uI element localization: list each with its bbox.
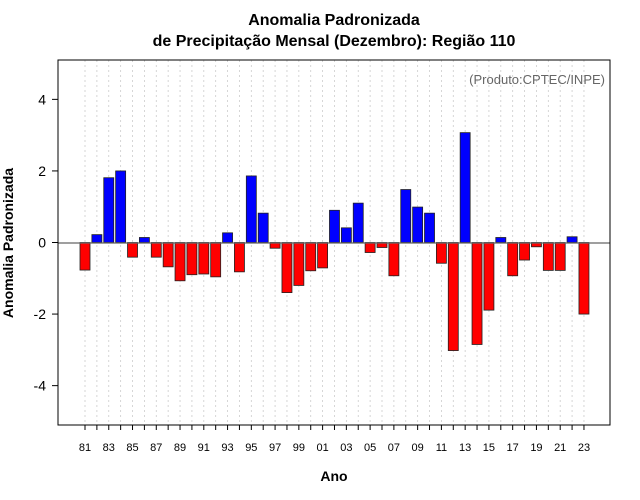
x-tick-label: 83 xyxy=(103,442,115,454)
bar-93 xyxy=(222,232,233,243)
chart-subtitle: de Precipitação Mensal (Dezembro): Regiã… xyxy=(153,33,516,50)
y-axis-label: Anomalia Padronizada xyxy=(0,168,16,318)
x-tick-label: 09 xyxy=(412,442,424,454)
bar-84 xyxy=(115,170,127,243)
y-tick-label: 0 xyxy=(38,235,46,251)
bar-01 xyxy=(317,242,329,269)
bar-09 xyxy=(412,206,424,243)
x-tick-label: 17 xyxy=(507,442,519,454)
bar-04 xyxy=(352,202,364,243)
bar-16 xyxy=(495,237,507,243)
bar-92 xyxy=(210,242,222,278)
x-tick-label: 15 xyxy=(483,442,495,454)
bar-15 xyxy=(483,242,495,311)
bar-82 xyxy=(91,234,103,243)
x-tick-label: 97 xyxy=(269,442,281,454)
bars xyxy=(79,132,590,351)
x-tick-label: 21 xyxy=(554,442,566,454)
bar-03 xyxy=(340,227,352,243)
bar-05 xyxy=(364,242,376,253)
bar-95 xyxy=(245,175,257,243)
x-tick-label: 87 xyxy=(150,442,162,454)
bar-07 xyxy=(388,242,400,277)
bar-21 xyxy=(554,242,566,271)
bar-02 xyxy=(329,209,340,243)
bar-20 xyxy=(542,242,554,271)
bar-86 xyxy=(138,237,150,243)
x-tick-label: 03 xyxy=(340,442,352,454)
y-tick-label: -2 xyxy=(34,306,47,322)
bar-14 xyxy=(471,242,483,345)
grid xyxy=(84,60,585,425)
x-tick-label: 91 xyxy=(198,442,210,454)
x-tick-label: 89 xyxy=(174,442,186,454)
x-tick-label: 13 xyxy=(459,442,471,454)
bar-96 xyxy=(257,212,269,243)
x-axis-label: Ano xyxy=(320,468,347,484)
bar-17 xyxy=(507,242,519,277)
bar-90 xyxy=(186,242,198,276)
bar-89 xyxy=(174,242,186,282)
bar-18 xyxy=(519,242,530,261)
x-tick-label: 81 xyxy=(79,442,91,454)
bar-13 xyxy=(459,132,471,243)
bar-23 xyxy=(578,242,590,315)
x-tick-label: 11 xyxy=(436,442,447,454)
y-tick-label: 4 xyxy=(38,91,46,107)
x-tick-label: 23 xyxy=(578,442,590,454)
y-tick-label: 2 xyxy=(38,163,46,179)
x-axis: 81 83 85 87 89 91 93 95 97 99 01 03 05 07 09 11 13 15 17 19… xyxy=(79,425,590,454)
bar-08 xyxy=(400,189,412,243)
source-annotation: (Produto:CPTEC/INPE) xyxy=(469,72,605,87)
bar-87 xyxy=(150,242,162,258)
y-tick-label: -4 xyxy=(34,378,47,394)
bar-94 xyxy=(234,242,245,273)
chart-title: Anomalia Padronizada xyxy=(248,12,420,29)
x-tick-label: 19 xyxy=(530,442,542,454)
bar-10 xyxy=(424,212,435,243)
bar-85 xyxy=(127,242,138,258)
x-tick-label: 01 xyxy=(316,442,328,454)
x-tick-label: 85 xyxy=(126,442,138,454)
bar-00 xyxy=(305,242,317,272)
bar-81 xyxy=(79,242,91,271)
bar-11 xyxy=(435,242,447,264)
x-tick-label: 05 xyxy=(364,442,376,454)
x-tick-label: 07 xyxy=(388,442,400,454)
x-tick-label: 99 xyxy=(293,442,305,454)
x-tick-label: 93 xyxy=(221,442,233,454)
bar-22 xyxy=(566,236,578,243)
bar-83 xyxy=(103,177,115,243)
y-axis: -4 -2 0 2 4 xyxy=(34,91,58,394)
bar-98 xyxy=(281,242,293,293)
x-tick-label: 95 xyxy=(245,442,257,454)
bar-88 xyxy=(162,242,174,268)
bar-12 xyxy=(447,242,459,351)
bar-91 xyxy=(198,242,210,275)
bar-99 xyxy=(293,242,305,286)
